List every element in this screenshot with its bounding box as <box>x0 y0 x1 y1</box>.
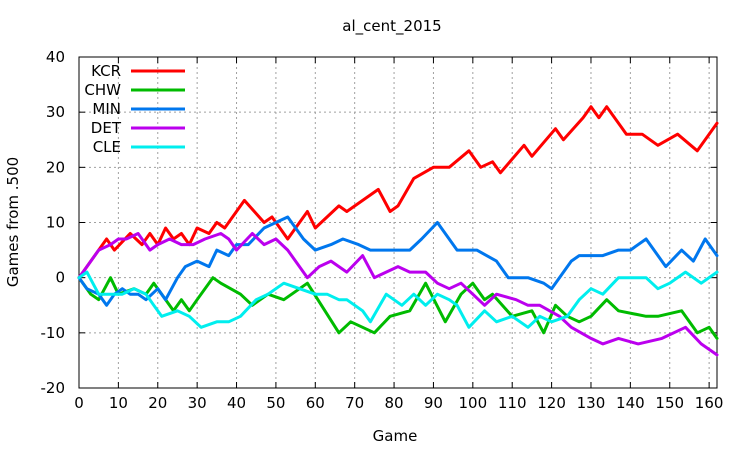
series-line-min <box>77 215 719 307</box>
x-tick-label: 90 <box>424 394 443 412</box>
y-tick-label: 0 <box>55 269 65 287</box>
series-line-chw <box>77 276 719 340</box>
legend-label-chw: CHW <box>84 81 121 99</box>
y-tick-label: -20 <box>41 379 66 397</box>
y-tick-label: 30 <box>46 103 65 121</box>
series-line-det <box>77 232 719 357</box>
series-line-kcr <box>77 105 719 280</box>
legend-label-kcr: KCR <box>91 62 121 80</box>
x-tick-label: 140 <box>616 394 645 412</box>
x-tick-label: 60 <box>306 394 325 412</box>
y-axis-label: Games from .500 <box>4 157 22 287</box>
y-tick-label: 10 <box>46 214 65 232</box>
y-tick-label: 20 <box>46 158 65 176</box>
x-tick-label: 150 <box>655 394 684 412</box>
y-tick-label: -10 <box>41 324 66 342</box>
x-tick-label: 110 <box>498 394 527 412</box>
x-tick-label: 20 <box>148 394 167 412</box>
x-tick-label: 120 <box>537 394 566 412</box>
series-lines <box>77 105 719 357</box>
x-tick-label: 40 <box>227 394 246 412</box>
series-line-cle <box>77 270 719 329</box>
legend-label-det: DET <box>91 119 122 137</box>
x-tick-label: 160 <box>695 394 724 412</box>
x-tick-label: 100 <box>459 394 488 412</box>
legend-label-cle: CLE <box>93 138 121 156</box>
x-tick-label: 0 <box>74 394 84 412</box>
x-tick-label: 80 <box>385 394 404 412</box>
y-tick-label: 40 <box>46 48 65 66</box>
x-tick-label: 10 <box>109 394 128 412</box>
x-tick-label: 50 <box>266 394 285 412</box>
legend-label-min: MIN <box>92 100 121 118</box>
x-tick-label: 70 <box>345 394 364 412</box>
x-tick-label: 130 <box>577 394 606 412</box>
chart-title: al_cent_2015 <box>342 17 441 36</box>
axis-ticks: 0 10 20 30 40 50 60 70 80 90 100 110 120 130 140 150 160… <box>41 48 724 412</box>
x-axis-label: Game <box>373 427 418 445</box>
x-tick-label: 30 <box>188 394 207 412</box>
grid <box>79 57 717 388</box>
